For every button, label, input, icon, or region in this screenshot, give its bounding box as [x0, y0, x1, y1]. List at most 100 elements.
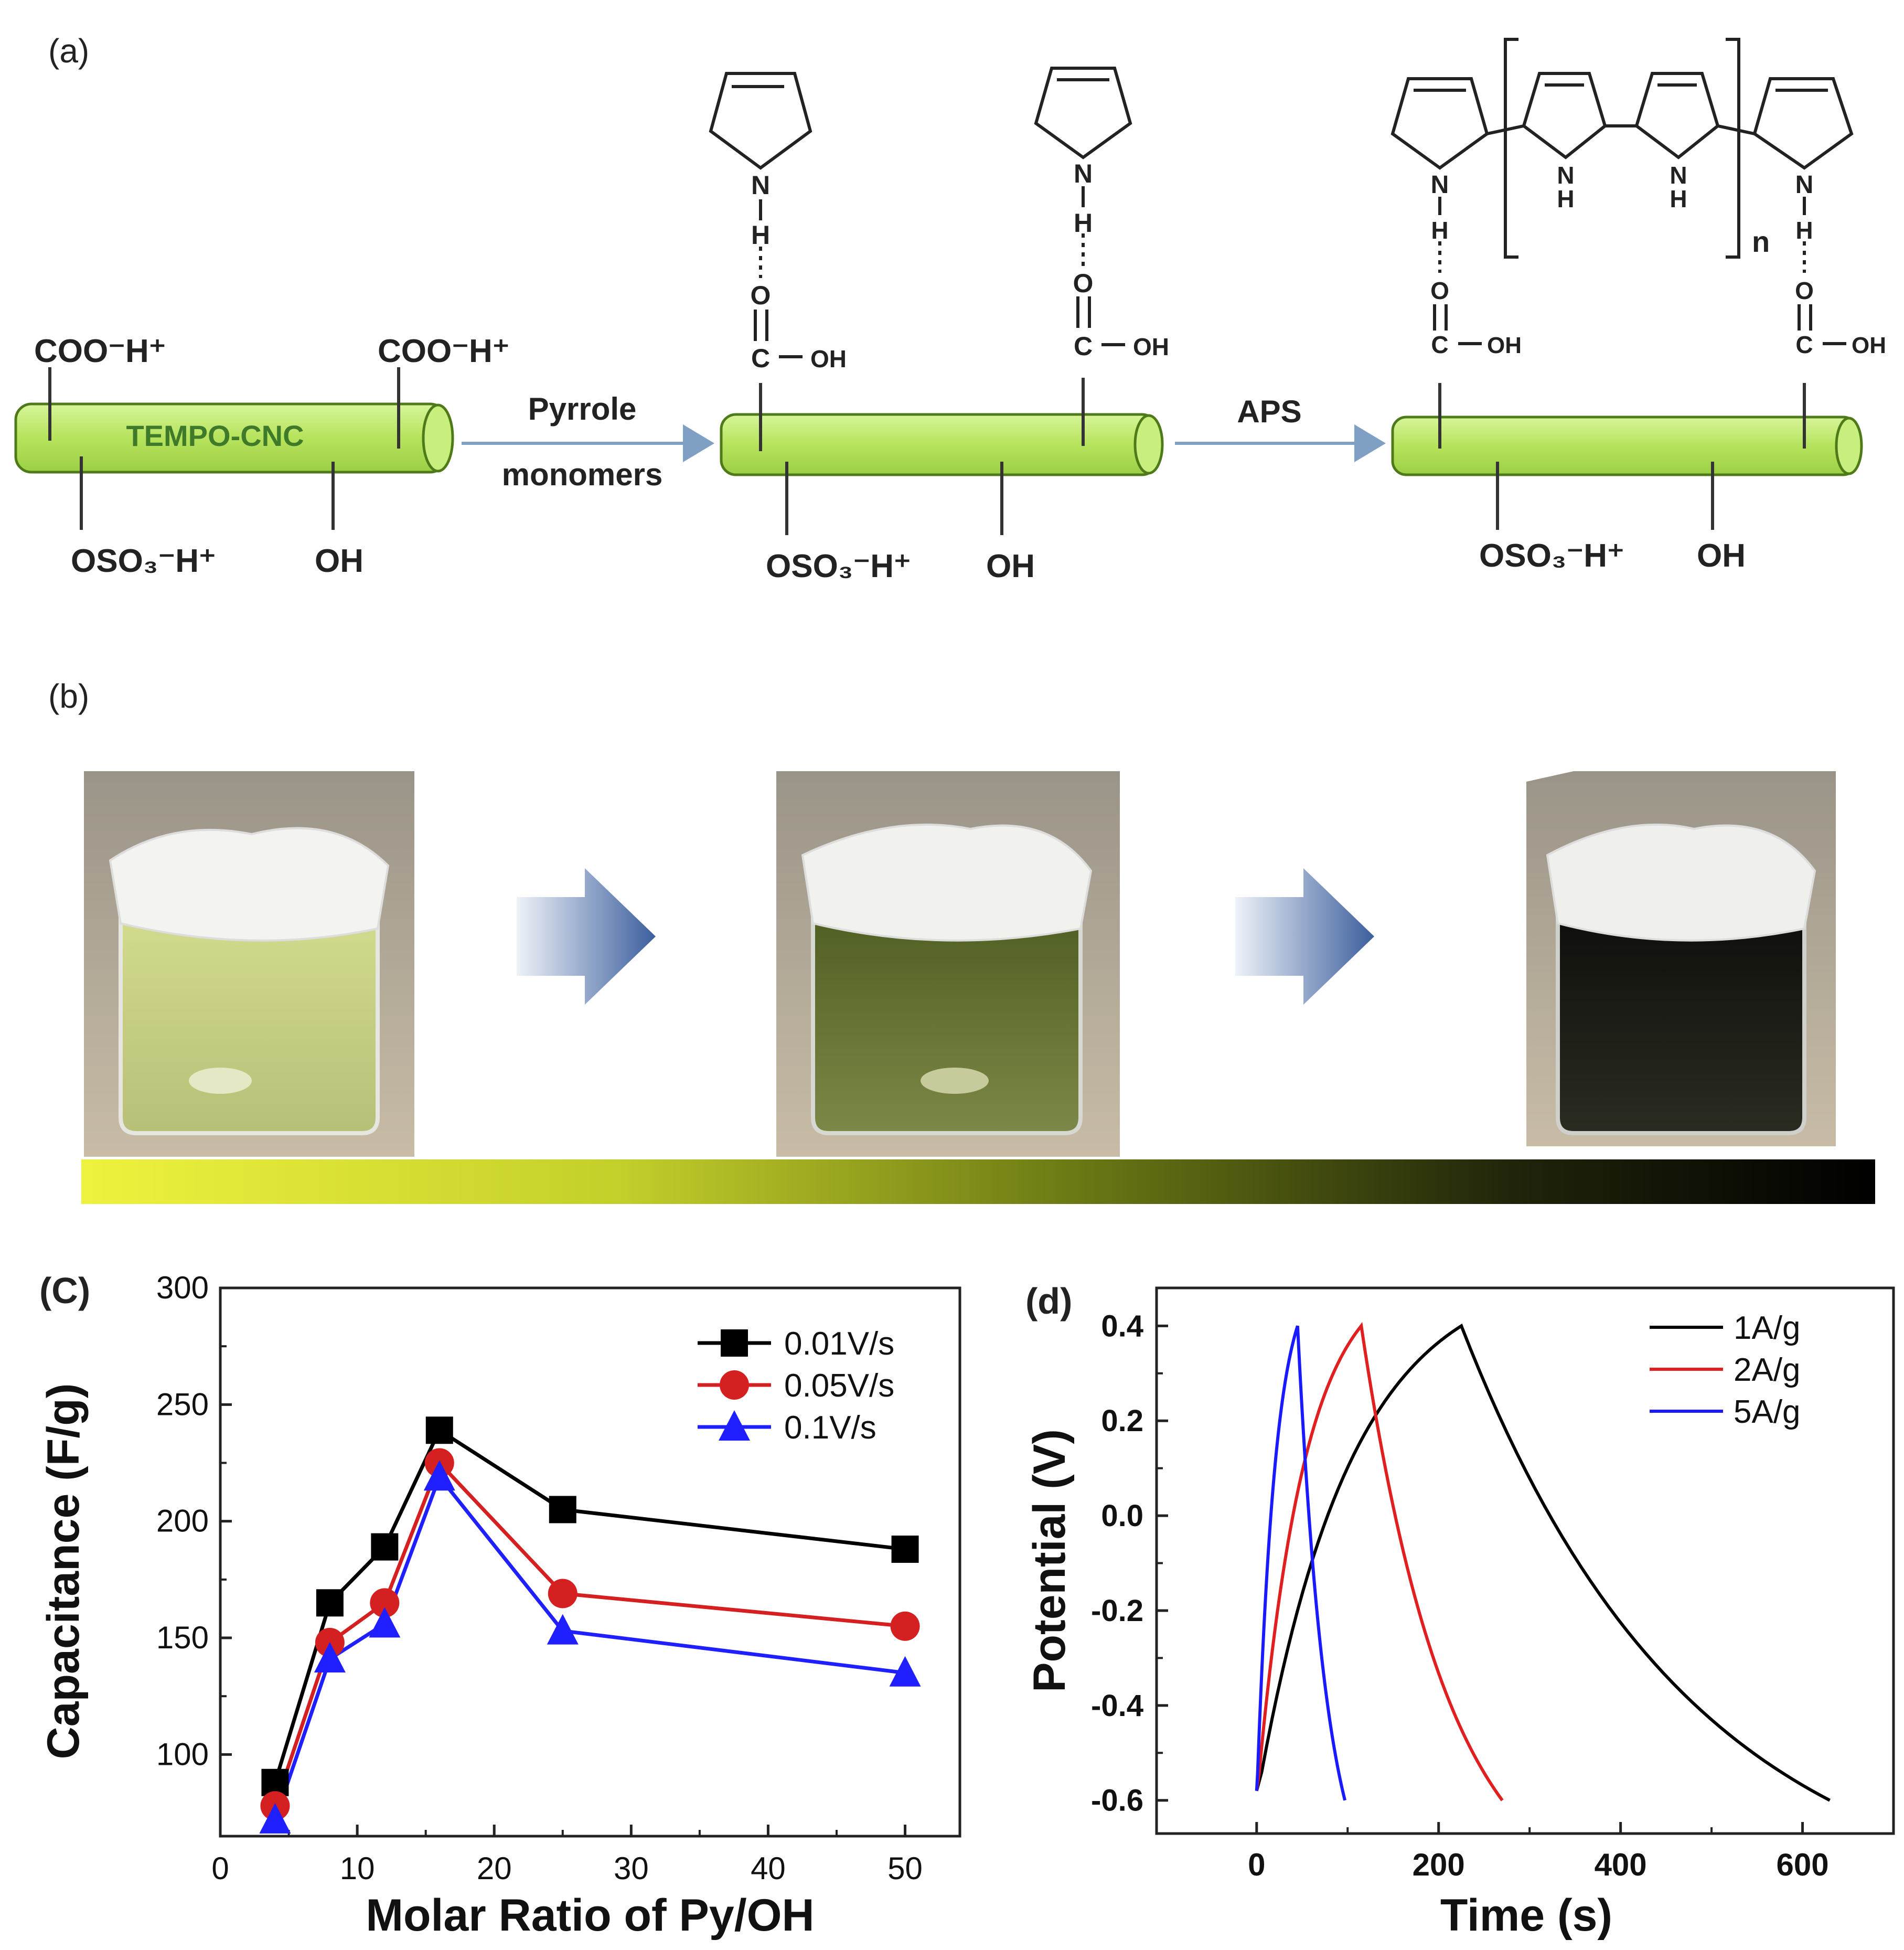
step1-label-line2: monomers	[502, 457, 663, 492]
legend-label-d: 2A/g	[1734, 1352, 1801, 1388]
legend-label-c: 0.1V/s	[784, 1410, 876, 1446]
data-point-c	[371, 1533, 399, 1561]
group-oh-small-2b: OH	[1133, 333, 1169, 360]
atom-h-3d: H	[1795, 217, 1813, 244]
atom-o-3a: O	[1430, 277, 1449, 304]
panel-label-b: (b)	[48, 677, 90, 715]
y-tick-label-d: -0.2	[1091, 1594, 1143, 1628]
legend-label-c: 0.05V/s	[784, 1368, 894, 1404]
data-point-c	[891, 1536, 919, 1563]
data-point-c	[370, 1588, 400, 1618]
atom-c-2b: C	[1074, 332, 1093, 361]
panel-label-d: (d)	[1025, 1281, 1073, 1322]
series-line-1-c	[273, 1427, 905, 1783]
panel-label-c: (C)	[39, 1270, 91, 1311]
data-point-c	[549, 1496, 576, 1523]
atom-c-3a: C	[1431, 331, 1448, 358]
step2-label: APS	[1237, 394, 1301, 429]
cnc-rod-1	[14, 367, 454, 530]
photo-beaker-2	[776, 771, 1120, 1157]
atom-n-3d: N	[1795, 171, 1814, 199]
polypyrrole-chain	[1390, 38, 1854, 345]
data-point-c	[889, 1656, 921, 1687]
atom-o-2a: O	[751, 281, 771, 310]
color-gradient-bar	[81, 1159, 1875, 1204]
x-tick-label-c: 50	[887, 1851, 923, 1886]
cnc-rod-3	[1391, 383, 1863, 530]
atom-h-2a: H	[751, 220, 770, 250]
gcd-curve-1-d	[1255, 1323, 1831, 1802]
x-tick-label-d: 600	[1776, 1847, 1828, 1882]
process-arrow-1	[517, 868, 656, 1005]
xlabel-d: Time (s)	[1440, 1890, 1612, 1941]
data-point-c	[369, 1607, 401, 1638]
legend-marker-c	[720, 1370, 749, 1400]
legend-label-d: 1A/g	[1734, 1310, 1801, 1346]
group-oso3-1: OSO₃⁻H⁺	[71, 543, 216, 579]
plot-frame-c	[219, 1286, 961, 1838]
process-arrow-2	[1235, 868, 1374, 1005]
x-tick-label-d: 0	[1248, 1847, 1265, 1882]
x-tick-label-c: 40	[751, 1851, 786, 1886]
series-line-3-c	[273, 1473, 905, 1821]
pyrrole-complex-2b	[1034, 67, 1132, 346]
atom-nh-3c: N	[1670, 162, 1687, 189]
group-oh-1: OH	[315, 543, 363, 579]
step1-label-line1: Pyrrole	[528, 391, 637, 427]
x-tick-label-d: 400	[1595, 1847, 1647, 1882]
ylabel-c: Capacitance (F/g)	[38, 1383, 89, 1760]
xlabel-c: Molar Ratio of Py/OH	[366, 1890, 814, 1941]
atom-o-3d: O	[1795, 277, 1814, 304]
y-tick-label-d: 0.2	[1101, 1404, 1143, 1438]
y-tick-label-c: 300	[156, 1270, 209, 1305]
photo-beaker-1	[84, 771, 414, 1157]
data-point-c	[316, 1589, 344, 1617]
x-tick-label-d: 200	[1413, 1847, 1465, 1882]
group-cooh-1a: COO⁻H⁺	[34, 333, 166, 369]
atom-n-3a: N	[1431, 171, 1449, 199]
group-oso3-3: OSO₃⁻H⁺	[1479, 538, 1624, 574]
x-tick-label-c: 0	[211, 1851, 229, 1886]
data-point-c	[548, 1579, 577, 1608]
cnc-rod-2	[720, 378, 1164, 535]
group-oh-small-2a: OH	[810, 345, 847, 372]
capacitance-chart: 0 10 20 30 40 50 100 150 200 250 300 0.01V/s 0.05V/…	[38, 1270, 961, 1941]
reaction-scheme: TEMPO-CNC COO⁻H⁺ COO⁻H⁺ OSO₃⁻H⁺ OH Pyrro…	[14, 38, 1886, 584]
data-point-c	[259, 1803, 291, 1834]
photo-beaker-3	[1526, 771, 1836, 1146]
y-tick-label-c: 250	[156, 1387, 209, 1422]
x-tick-label-c: 30	[614, 1851, 649, 1886]
atom-h-3b: H	[1557, 185, 1574, 212]
group-oh-small-3a: OH	[1487, 333, 1522, 358]
atom-h-3c: H	[1670, 185, 1687, 212]
atom-o-2b: O	[1073, 269, 1094, 298]
ylabel-d: Potential (V)	[1024, 1429, 1075, 1692]
panel-label-a: (a)	[48, 32, 90, 70]
y-tick-label-d: 0.0	[1101, 1499, 1143, 1533]
pyrrole-complex-2a	[709, 72, 812, 358]
atom-n-2a: N	[751, 171, 770, 200]
y-tick-label-d: 0.4	[1101, 1309, 1143, 1343]
group-oh-3: OH	[1697, 538, 1746, 574]
rod-label: TEMPO-CNC	[126, 419, 304, 452]
gcd-curve-2-d	[1255, 1322, 1504, 1802]
gcd-curve-3-d	[1255, 1325, 1346, 1801]
x-tick-label-c: 20	[477, 1851, 512, 1886]
photo-strip	[81, 771, 1875, 1204]
data-point-c	[890, 1611, 920, 1641]
atom-nh-3b: N	[1557, 162, 1574, 189]
atom-h-3a: H	[1431, 217, 1448, 244]
legend-label-c: 0.01V/s	[784, 1326, 894, 1362]
y-tick-label-c: 200	[156, 1504, 209, 1539]
y-tick-label-c: 150	[156, 1620, 209, 1655]
y-tick-label-d: -0.6	[1091, 1784, 1143, 1818]
atom-n-2b: N	[1074, 159, 1093, 188]
y-tick-label-c: 100	[156, 1736, 209, 1772]
data-point-c	[425, 1416, 453, 1444]
polymer-n: n	[1752, 225, 1770, 258]
plot-frame-d	[1155, 1286, 1895, 1835]
atom-h-2b: H	[1074, 208, 1093, 238]
y-tick-label-d: -0.4	[1091, 1689, 1143, 1723]
legend-label-d: 5A/g	[1734, 1394, 1801, 1430]
legend-marker-c	[719, 1410, 750, 1441]
